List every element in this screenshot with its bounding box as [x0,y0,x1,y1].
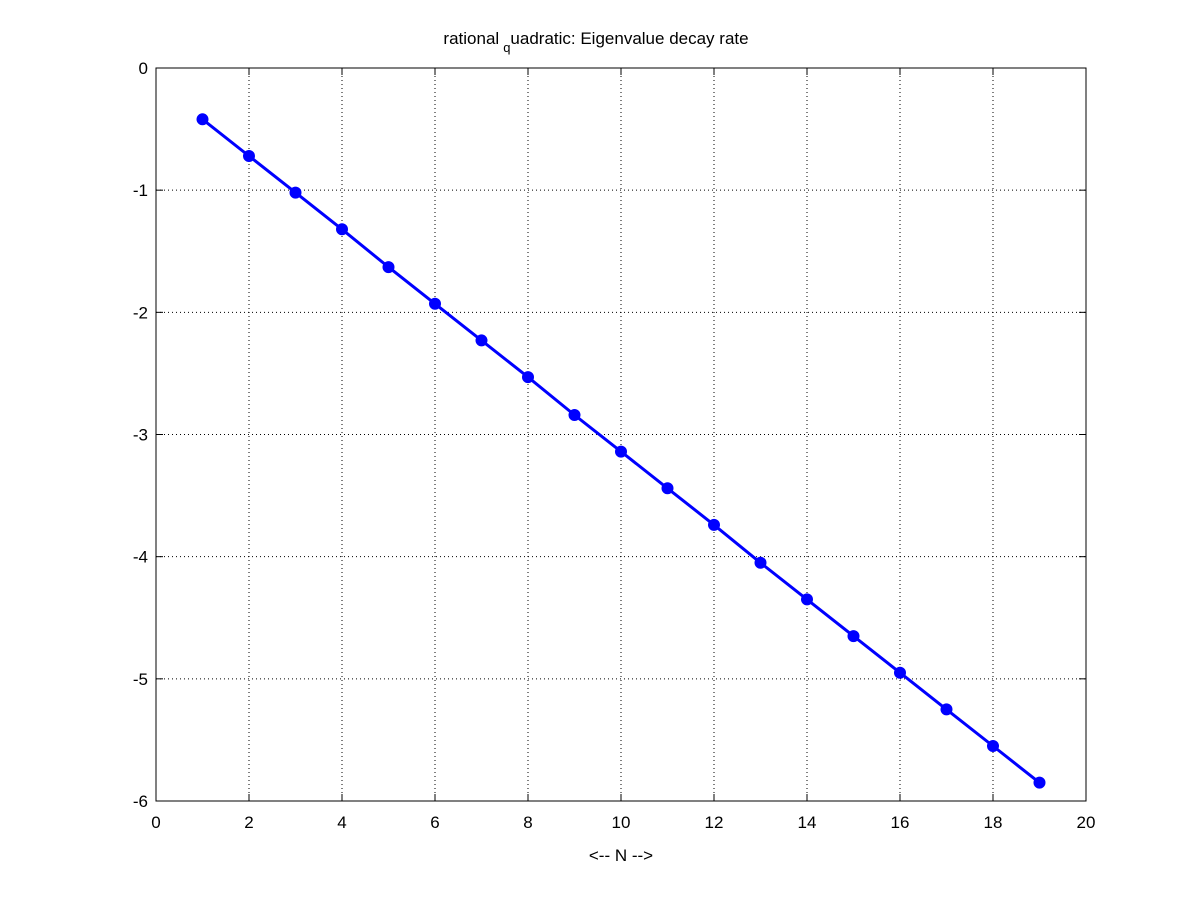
y-tick-label: -2 [133,303,148,322]
x-tick-label: 16 [891,813,910,832]
chart-title-rest: uadratic: Eigenvalue decay rate [510,29,748,48]
tick-layer [155,67,1087,802]
data-point [661,482,674,495]
data-point [429,297,441,310]
tick-label-layer: 0 2 4 6 8 10 12 14 16 18 20 0 -1 -2 -3 -4 -5 -6 [133,59,1096,832]
x-axis-label: <-- N --> [589,846,653,865]
data-point [987,740,999,753]
x-tick-label: 18 [984,813,1003,832]
x-tick-label: 4 [337,813,346,832]
x-tick-label: 6 [430,813,439,832]
data-point [754,556,767,569]
x-tick-label: 2 [244,813,253,832]
data-point [382,261,395,274]
y-tick-label: -3 [133,426,148,445]
x-tick-label: 0 [151,813,160,832]
y-tick-label: -6 [133,792,148,811]
x-tick-label: 8 [523,813,532,832]
data-point [801,593,813,606]
data-point [196,113,209,126]
x-tick-label: 14 [798,813,817,832]
data-point [615,445,627,458]
data-point [568,408,581,421]
data-point [336,223,348,236]
data-point [894,666,906,679]
data-point [289,186,302,199]
x-tick-label: 20 [1077,813,1096,832]
chart-title-subscript: q [503,40,510,55]
y-tick-label: -5 [133,670,148,689]
series-layer [196,113,1046,789]
data-point [1033,776,1046,789]
x-tick-label: 10 [612,813,631,832]
data-point [522,371,534,384]
chart-title-main: rational [443,29,499,48]
data-point [708,518,720,531]
data-point [940,703,953,716]
data-point [243,149,255,162]
y-tick-label: -4 [133,548,148,567]
grid-layer [156,68,1086,801]
y-tick-label: -1 [133,181,148,200]
x-tick-label: 12 [705,813,724,832]
data-point [847,630,860,643]
chart-title: rational quadratic: Eigenvalue decay rate [443,29,748,55]
data-point [475,334,488,347]
y-tick-label: 0 [139,59,148,78]
